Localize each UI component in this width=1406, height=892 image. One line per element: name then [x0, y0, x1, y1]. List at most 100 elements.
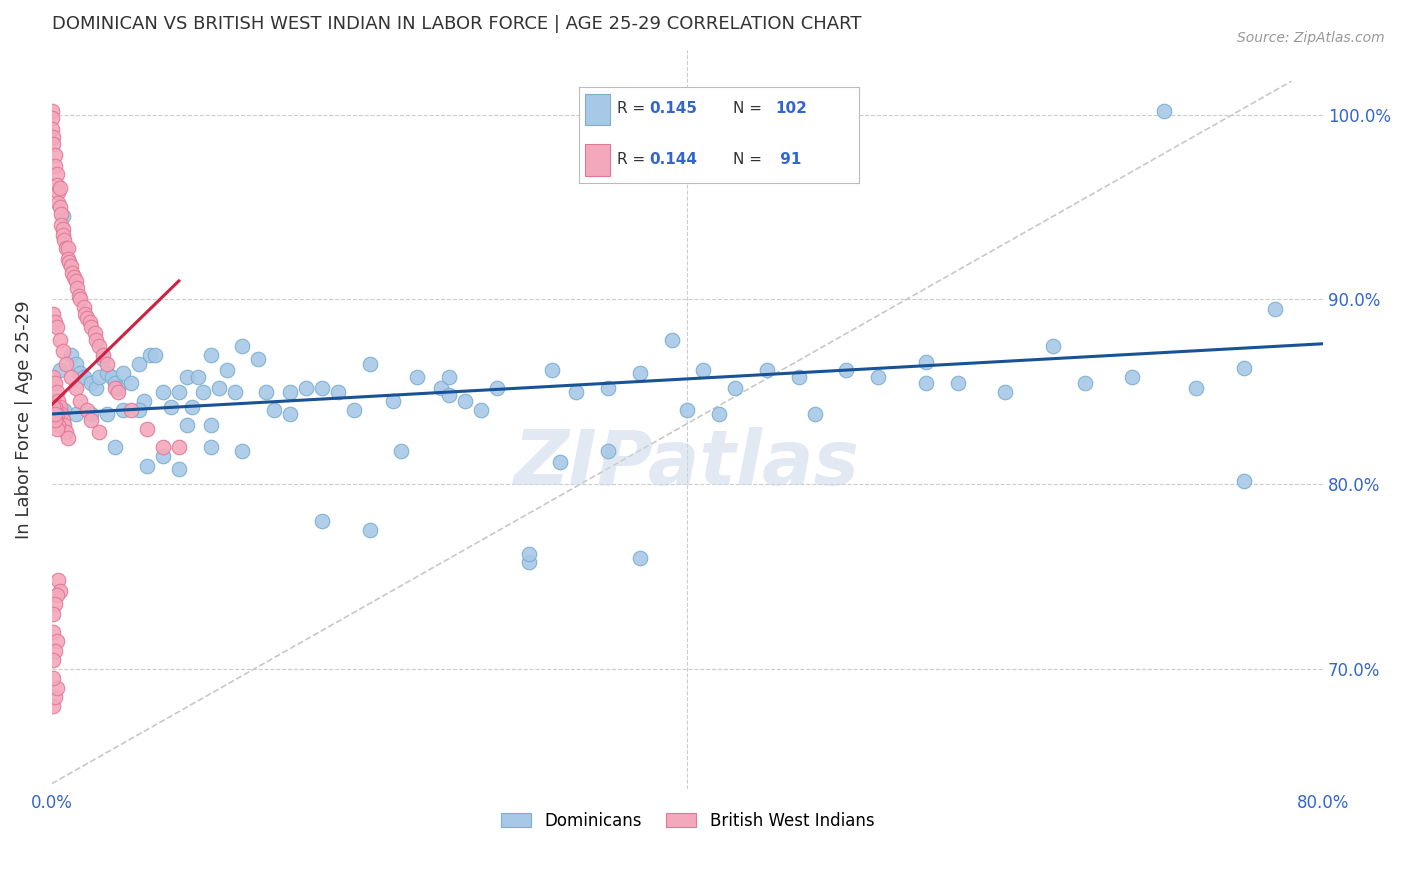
Point	[430, 381, 453, 395]
Point	[80, 320, 103, 334]
Point	[41, 103, 63, 118]
Point	[112, 367, 135, 381]
Point	[65, 274, 87, 288]
Point	[76, 310, 98, 325]
Point	[167, 384, 190, 399]
Point	[382, 394, 405, 409]
Point	[485, 381, 508, 395]
Point	[44, 690, 66, 704]
Point	[803, 407, 825, 421]
Point	[42, 129, 65, 144]
Point	[152, 440, 174, 454]
Point	[42, 671, 65, 685]
Point	[263, 403, 285, 417]
Point	[1042, 338, 1064, 352]
Point	[59, 348, 82, 362]
Point	[84, 381, 107, 395]
Point	[44, 412, 66, 426]
Point	[42, 403, 65, 417]
Point	[42, 137, 65, 152]
Point	[152, 450, 174, 464]
Point	[51, 407, 73, 421]
Point	[914, 376, 936, 390]
Point	[104, 440, 127, 454]
Point	[42, 370, 65, 384]
Point	[53, 403, 76, 417]
Point	[517, 548, 540, 562]
Point	[254, 384, 277, 399]
Point	[67, 288, 90, 302]
Point	[91, 348, 114, 362]
Point	[104, 381, 127, 395]
Point	[946, 376, 969, 390]
Point	[96, 357, 118, 371]
Point	[596, 444, 619, 458]
Point	[136, 458, 159, 473]
Point	[65, 381, 87, 395]
Point	[80, 412, 103, 426]
Point	[152, 384, 174, 399]
Point	[51, 207, 73, 221]
Point	[96, 367, 118, 381]
Point	[45, 681, 67, 695]
Point	[75, 307, 97, 321]
Point	[42, 625, 65, 640]
Point	[278, 407, 301, 421]
Point	[200, 418, 222, 433]
Point	[83, 326, 105, 340]
Point	[42, 699, 65, 714]
Point	[389, 444, 412, 458]
Point	[42, 607, 65, 621]
Point	[44, 314, 66, 328]
Point	[55, 241, 77, 255]
Point	[45, 588, 67, 602]
Point	[107, 384, 129, 399]
Point	[45, 407, 67, 421]
Point	[80, 376, 103, 390]
Point	[437, 388, 460, 402]
Point	[53, 418, 76, 433]
Point	[55, 357, 77, 371]
Point	[541, 362, 564, 376]
Point	[63, 270, 86, 285]
Point	[661, 333, 683, 347]
Point	[48, 362, 70, 376]
Point	[835, 362, 858, 376]
Point	[46, 574, 69, 588]
Point	[45, 634, 67, 648]
Point	[91, 351, 114, 366]
Text: ZIPatlas: ZIPatlas	[515, 427, 860, 501]
Point	[676, 403, 699, 417]
Point	[44, 400, 66, 414]
Point	[59, 259, 82, 273]
Point	[112, 403, 135, 417]
Legend: Dominicans, British West Indians: Dominicans, British West Indians	[494, 805, 882, 837]
Point	[79, 314, 101, 328]
Point	[44, 643, 66, 657]
Point	[755, 362, 778, 376]
Point	[46, 185, 69, 199]
Point	[41, 394, 63, 409]
Point	[89, 425, 111, 440]
Point	[80, 407, 103, 421]
Point	[89, 338, 111, 352]
Point	[231, 338, 253, 352]
Point	[176, 370, 198, 384]
Point	[180, 400, 202, 414]
Point	[139, 348, 162, 362]
Point	[45, 384, 67, 399]
Point	[200, 348, 222, 362]
Point	[58, 255, 80, 269]
Point	[42, 307, 65, 321]
Point	[1264, 301, 1286, 316]
Point	[143, 348, 166, 362]
Point	[52, 412, 75, 426]
Point	[167, 440, 190, 454]
Point	[56, 241, 79, 255]
Point	[128, 403, 150, 417]
Point	[914, 355, 936, 369]
Point	[231, 444, 253, 458]
Point	[120, 376, 142, 390]
Point	[46, 196, 69, 211]
Point	[72, 370, 94, 384]
